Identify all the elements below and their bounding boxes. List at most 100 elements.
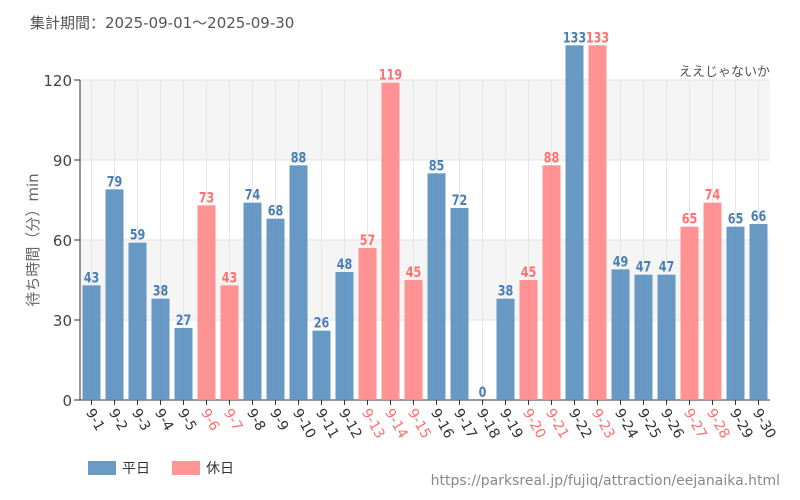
y-tick-label: 30 xyxy=(53,312,72,330)
data-label: 74 xyxy=(245,186,261,203)
data-label: 72 xyxy=(452,192,468,209)
x-tick-label: 9-11 xyxy=(312,406,342,442)
x-tick-label: 9-13 xyxy=(358,406,388,442)
bar-9-29 xyxy=(726,226,745,400)
bar-9-10 xyxy=(289,165,308,400)
x-tick-label: 9-26 xyxy=(657,406,687,442)
x-tick-label: 9-7 xyxy=(220,406,245,434)
y-tick-label: 90 xyxy=(53,152,72,170)
data-label: 88 xyxy=(544,149,560,166)
x-tick-label: 9-1 xyxy=(82,406,107,434)
data-label: 88 xyxy=(291,149,307,166)
x-tick-label: 9-30 xyxy=(749,406,779,442)
x-tick-label: 9-2 xyxy=(105,406,130,434)
data-label: 38 xyxy=(498,282,514,299)
bar-9-20 xyxy=(519,280,538,400)
y-axis-label: 待ち時間（分）min xyxy=(24,173,42,306)
bar-9-27 xyxy=(680,226,699,400)
x-tick-label: 9-6 xyxy=(197,406,222,434)
x-tick-label: 9-16 xyxy=(427,406,457,442)
x-tick-label: 9-19 xyxy=(496,406,526,442)
data-label: 65 xyxy=(728,210,744,227)
data-label: 47 xyxy=(659,258,675,275)
x-tick-label: 9-24 xyxy=(611,406,641,442)
x-tick-label: 9-5 xyxy=(174,406,199,434)
legend-label: 休日 xyxy=(206,461,234,477)
x-tick-label: 9-23 xyxy=(588,406,618,442)
x-tick-label: 9-25 xyxy=(634,406,664,442)
bar-9-9 xyxy=(266,218,285,400)
data-label: 65 xyxy=(682,210,698,227)
legend-item-holiday[interactable]: 休日 xyxy=(172,458,234,478)
bar-9-8 xyxy=(243,202,262,400)
bar-9-14 xyxy=(381,82,400,401)
bar-9-26 xyxy=(657,274,676,400)
x-tick-label: 9-17 xyxy=(450,406,480,442)
x-tick-label: 9-21 xyxy=(542,406,572,442)
grid-band xyxy=(80,80,770,160)
x-tick-label: 9-9 xyxy=(266,406,291,434)
data-label: 73 xyxy=(199,189,215,206)
data-label: 45 xyxy=(521,264,537,281)
data-label: 38 xyxy=(153,282,169,299)
data-label: 79 xyxy=(107,173,123,190)
data-label: 133 xyxy=(586,29,609,46)
bar-9-3 xyxy=(128,242,147,400)
data-label: 59 xyxy=(130,226,146,243)
bar-9-13 xyxy=(358,248,377,400)
bar-9-28 xyxy=(703,202,722,400)
data-label: 68 xyxy=(268,202,284,219)
bar-9-15 xyxy=(404,280,423,400)
bar-9-25 xyxy=(634,274,653,400)
bar-9-21 xyxy=(542,165,561,400)
bar-9-17 xyxy=(450,208,469,400)
bar-9-22 xyxy=(565,45,584,400)
data-label: 133 xyxy=(563,29,586,46)
data-label: 43 xyxy=(84,269,100,286)
x-tick-label: 9-3 xyxy=(128,406,153,434)
x-tick-label: 9-12 xyxy=(335,406,365,442)
y-tick-label: 0 xyxy=(62,392,72,410)
data-label: 57 xyxy=(360,232,376,249)
bar-9-11 xyxy=(312,330,331,400)
x-tick-label: 9-14 xyxy=(381,406,411,442)
x-tick-label: 9-10 xyxy=(289,406,319,442)
x-tick-label: 9-29 xyxy=(726,406,756,442)
data-label: 85 xyxy=(429,157,445,174)
bar-9-16 xyxy=(427,173,446,400)
y-tick-label: 60 xyxy=(53,232,72,250)
data-label: 66 xyxy=(751,208,767,225)
data-label: 74 xyxy=(705,186,721,203)
bar-9-1 xyxy=(82,285,101,400)
data-label: 47 xyxy=(636,258,652,275)
data-label: 45 xyxy=(406,264,422,281)
legend: 平日 休日 xyxy=(88,458,234,478)
chart-title: 集計期間：2025-09-01～2025-09-30 xyxy=(30,14,295,32)
x-tick-label: 9-18 xyxy=(473,406,503,442)
data-label: 0 xyxy=(479,384,487,401)
x-tick-label: 9-4 xyxy=(151,406,176,434)
x-tick-label: 9-27 xyxy=(680,406,710,442)
legend-label: 平日 xyxy=(122,461,150,477)
x-tick-label: 9-28 xyxy=(703,406,733,442)
attraction-name: ええじゃないか xyxy=(678,65,770,80)
source-url: https://parksreal.jp/fujiq/attraction/ee… xyxy=(430,473,780,489)
bar-9-2 xyxy=(105,189,124,400)
bar-9-30 xyxy=(749,224,768,400)
bar-9-4 xyxy=(151,298,170,400)
bar-9-19 xyxy=(496,298,515,400)
legend-item-weekday[interactable]: 平日 xyxy=(88,458,150,478)
x-tick-label: 9-22 xyxy=(565,406,595,442)
x-tick-label: 9-8 xyxy=(243,406,268,434)
data-label: 43 xyxy=(222,269,238,286)
legend-swatch xyxy=(172,461,200,475)
bar-9-23 xyxy=(588,45,607,400)
bar-9-6 xyxy=(197,205,216,400)
grid-band xyxy=(80,240,770,320)
y-tick-label: 120 xyxy=(43,72,72,90)
data-label: 119 xyxy=(379,66,402,83)
x-tick-label: 9-20 xyxy=(519,406,549,442)
data-label: 48 xyxy=(337,256,353,273)
